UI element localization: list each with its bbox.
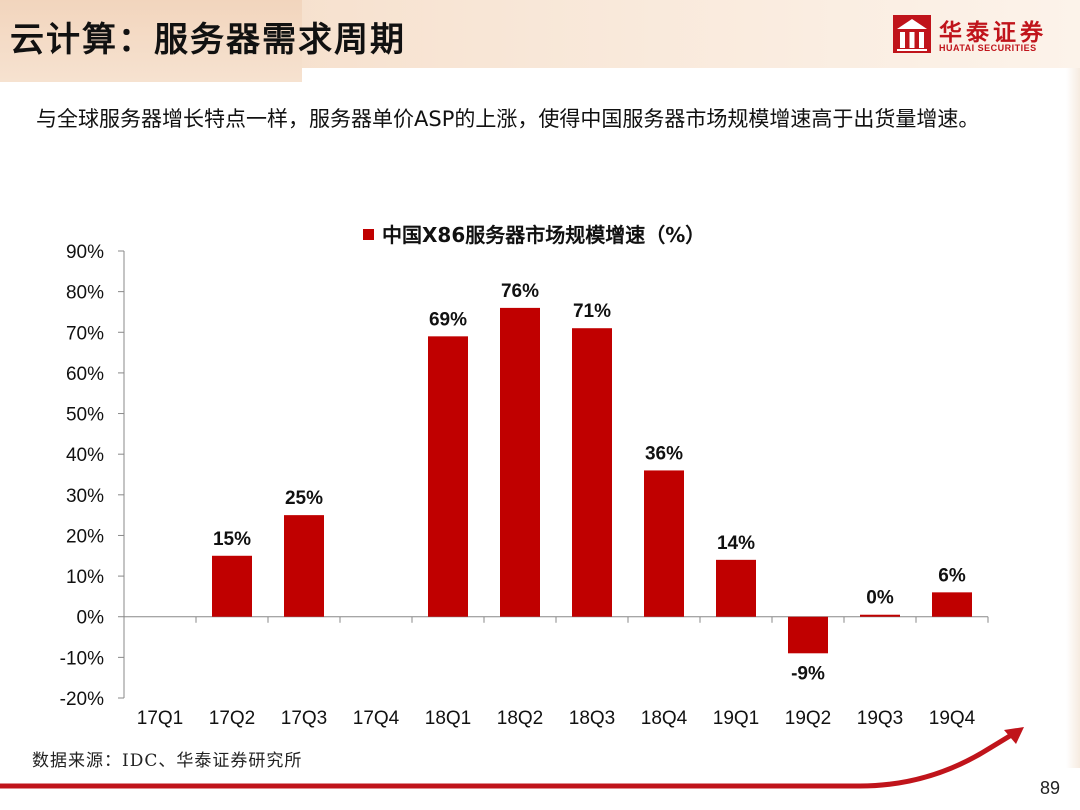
bar — [428, 336, 468, 617]
x-tick-label: 18Q3 — [569, 708, 615, 729]
y-tick-label: -10% — [60, 648, 104, 669]
x-tick-label: 17Q2 — [209, 708, 255, 729]
data-label: 0% — [866, 588, 894, 609]
y-tick-label: -20% — [60, 689, 104, 710]
data-label: 15% — [213, 529, 251, 550]
y-tick-label: 80% — [66, 283, 104, 304]
data-label: 71% — [573, 301, 611, 322]
x-tick-label: 18Q2 — [497, 708, 543, 729]
bar — [860, 614, 900, 617]
y-axis: -20% -10% 0% 10% 20% 30% 40% 50% 60% 70% 80% 90% — [60, 242, 125, 710]
x-axis: 17Q1 17Q2 17Q3 17Q4 18Q1 18Q2 18Q3 18Q4 19Q1 19Q2… — [123, 616, 989, 729]
description-text: 与全球服务器增长特点一样，服务器单价ASP的上涨，使得中国服务器市场规模增速高于… — [36, 107, 980, 131]
logo-name-en: HUATAI SECURITIES — [939, 43, 1037, 53]
bar — [716, 559, 756, 617]
bar — [500, 307, 540, 617]
y-tick-label: 70% — [66, 323, 104, 344]
y-tick-label: 20% — [66, 526, 104, 547]
y-tick-label: 90% — [66, 242, 104, 263]
y-tick-label: 10% — [66, 567, 104, 588]
x-tick-label: 19Q1 — [713, 708, 759, 729]
data-label: 76% — [501, 281, 539, 302]
bar — [284, 515, 324, 617]
x-tick-label: 17Q3 — [281, 708, 327, 729]
y-tick-label: 60% — [66, 364, 104, 385]
x-tick-label: 19Q3 — [857, 708, 903, 729]
bar — [788, 616, 828, 654]
source-note: 数据来源：IDC、华泰证券研究所 — [32, 751, 303, 771]
bar — [212, 555, 252, 617]
bar — [572, 328, 612, 617]
page-number: 89 — [1040, 778, 1061, 798]
y-tick-label: 0% — [77, 608, 105, 629]
data-label: 36% — [645, 443, 683, 464]
x-tick-label: 18Q1 — [425, 708, 471, 729]
chart-legend: 中国X86服务器市场规模增速（%） — [363, 223, 705, 247]
title-box: 云计算：服务器需求周期 — [0, 0, 404, 82]
data-labels: 15% 25% 69% 76% 71% 36% 14% -9% 0% 6% — [213, 281, 966, 684]
y-tick-label: 50% — [66, 405, 104, 426]
bar-chart: 中国X86服务器市场规模增速（%） -20% -10% 0% 10% 20% 30% 40%… — [60, 223, 989, 729]
bar-series — [212, 307, 972, 654]
x-tick-label: 17Q4 — [353, 708, 400, 729]
x-tick-label: 17Q1 — [137, 708, 183, 729]
company-logo: 华泰证券 HUATAI SECURITIES — [893, 13, 1063, 57]
huatai-logo-icon — [893, 15, 931, 53]
legend-swatch — [363, 229, 374, 240]
y-tick-label: 30% — [66, 486, 104, 507]
legend-label: 中国X86服务器市场规模增速（%） — [382, 223, 705, 247]
data-label: -9% — [791, 663, 825, 684]
data-label: 6% — [938, 565, 966, 586]
right-edge-decoration — [1066, 68, 1080, 768]
data-label: 25% — [285, 488, 323, 509]
page-title: 云计算：服务器需求周期 — [10, 20, 406, 60]
y-tick-label: 40% — [66, 445, 104, 466]
x-tick-label: 19Q2 — [785, 708, 831, 729]
data-label: 69% — [429, 309, 467, 330]
logo-name-cn: 华泰证券 — [939, 20, 1047, 46]
x-tick-label: 19Q4 — [929, 708, 976, 729]
bar — [932, 592, 972, 617]
data-label: 14% — [717, 533, 755, 554]
x-tick-label: 18Q4 — [641, 708, 688, 729]
bar — [644, 470, 684, 617]
